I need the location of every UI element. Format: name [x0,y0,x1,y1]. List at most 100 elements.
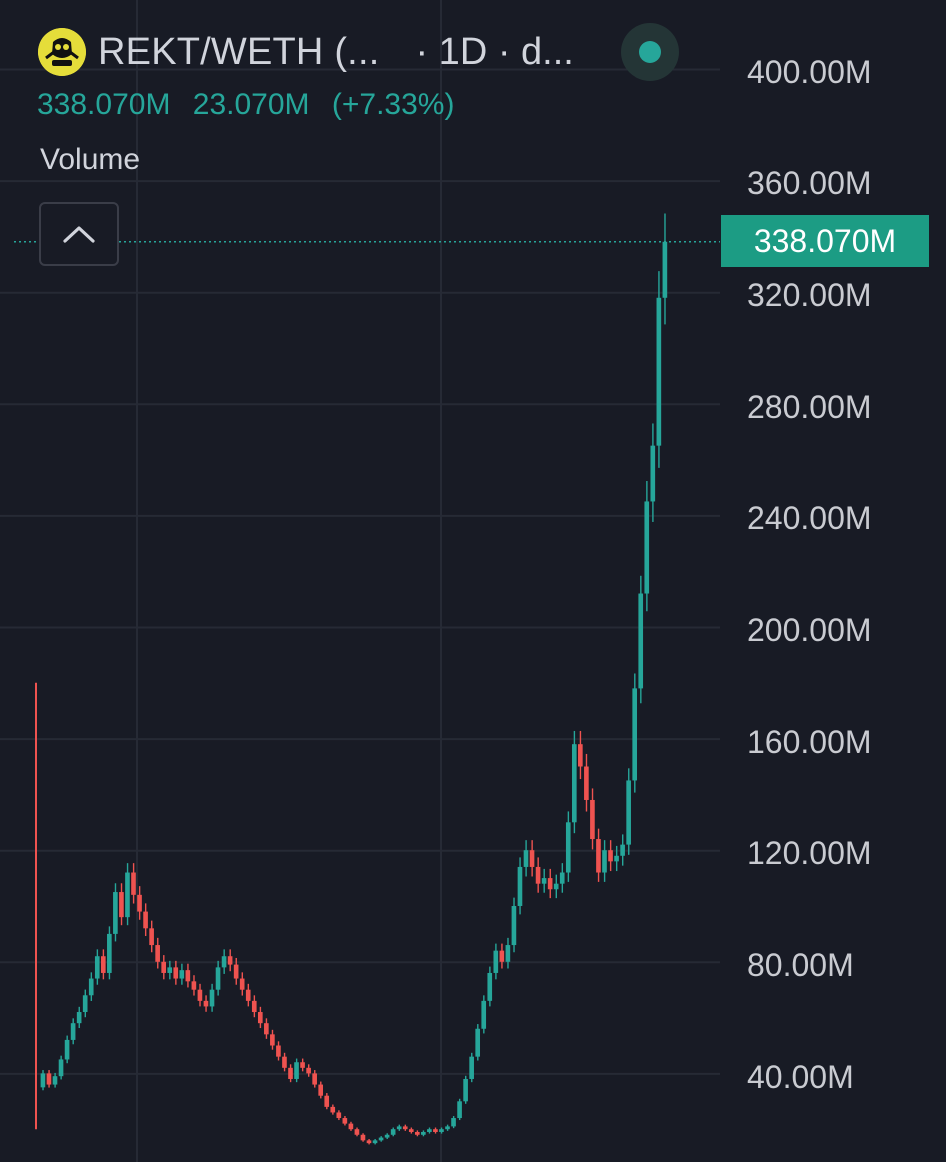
candle-body [451,1118,456,1127]
pair-title[interactable]: REKT/WETH (... [98,30,380,73]
candle-body [52,1076,58,1085]
candle-body [288,1067,293,1079]
market-status-icon[interactable] [621,23,679,81]
candle-body [342,1118,348,1124]
candle-body [191,981,197,990]
y-axis-label: 120.00M [747,835,872,871]
candle-body [161,961,167,973]
candle-body [559,872,565,884]
candle-body [227,956,233,965]
y-axis-label: 240.00M [747,500,872,536]
candle-body [82,995,88,1013]
candle-body [650,445,656,502]
candle-body [119,892,124,918]
volume-indicator-label[interactable]: Volume [40,143,141,176]
candle-body [179,970,185,979]
candle-body [94,956,100,979]
candle-body [457,1101,462,1119]
candle-body [46,1073,52,1085]
candle-body [107,933,112,973]
y-axis-label: 320.00M [747,277,872,313]
candle-body [565,822,571,873]
candle-body [571,744,577,823]
candle-body [251,1000,257,1013]
candle-body [408,1129,414,1132]
candle-body [113,892,118,934]
y-axis-label: 400.00M [747,54,872,90]
candle-body [493,950,499,973]
candle-body [336,1112,342,1119]
candle-body [348,1123,354,1130]
candle-body [143,911,148,929]
candle-body [245,989,251,1001]
candle-body [40,1073,46,1088]
candle-body [270,1034,275,1046]
y-axis-label: 200.00M [747,612,872,648]
legend-last-value: 338.070M [37,88,171,121]
candle-body [505,945,511,962]
y-axis-label: 160.00M [747,724,872,760]
candle-body [535,866,541,884]
collapse-legend-button[interactable] [39,202,119,266]
candle-body [578,744,583,767]
y-axis-label: 80.00M [747,947,854,983]
candle-body [88,978,94,996]
candle-body [384,1134,390,1138]
candle-body [324,1095,330,1107]
candle-body [360,1134,366,1141]
candle-body [390,1129,396,1135]
candle-body [239,978,245,990]
candle-body [541,878,547,884]
candle-body [306,1067,311,1074]
chevron-up-icon [63,226,95,243]
candle-body [620,844,625,856]
candle-body [276,1045,281,1057]
candle-body [511,906,517,946]
candle-body [173,967,179,979]
candle-body [608,850,613,862]
candle-body [445,1126,450,1130]
candle-body [402,1126,408,1130]
candle-body [439,1129,444,1132]
candle-body [366,1140,372,1144]
legend-change: 23.070M [192,88,310,121]
candle-body [487,972,493,1001]
candle-body [656,297,662,446]
candle-body [427,1129,432,1132]
candle-body [76,1012,82,1024]
interval-label[interactable]: · 1D · d... [415,30,574,73]
candle-body [354,1129,360,1135]
candle-body [100,956,106,973]
candle-body [318,1084,324,1096]
candle-body [481,1000,487,1029]
candle-body [414,1131,420,1135]
candle-body [475,1028,481,1057]
candle-body [632,688,638,781]
candle-body [197,989,203,1001]
rekt-token-logo-icon [38,28,86,76]
candle-body [257,1012,263,1024]
candle-body [330,1106,336,1113]
legend-values: 338.070M 23.070M (+7.33%) [37,88,454,122]
candle-body [294,1062,299,1079]
candle-body [553,883,559,890]
candle-body [590,799,595,840]
y-axis-label: 360.00M [747,165,872,201]
legend-change-percent: (+7.33%) [331,88,455,121]
candle-body [626,780,631,845]
candle-body [614,855,619,862]
candle-body [125,872,130,918]
candle-body [547,878,553,890]
candle-body [499,950,505,962]
candle-body [70,1023,76,1040]
status-dot-inner [639,41,661,63]
candle-body [155,945,160,962]
candle-body [469,1056,474,1079]
candle-body [233,964,239,979]
candle-body [300,1062,305,1068]
candle-body [529,850,535,867]
candle-body [149,928,154,946]
candle-body [215,967,221,990]
